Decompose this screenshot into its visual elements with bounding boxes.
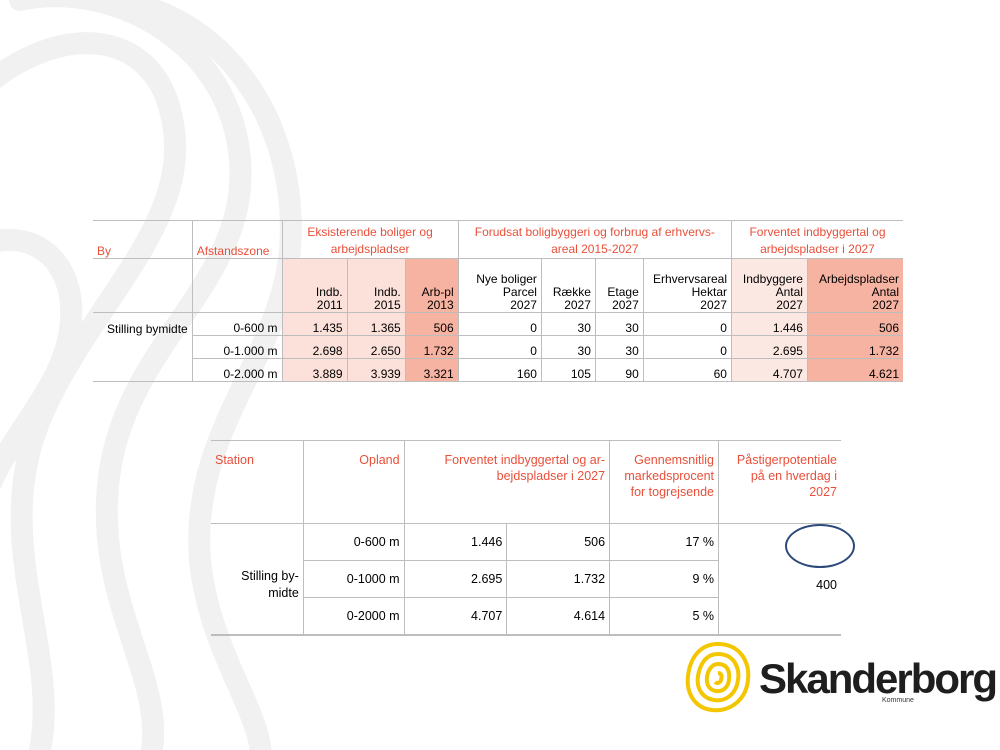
potential-cell: 400 xyxy=(718,523,856,635)
table-row: 0-1000 m 2.695 1.732 9 % xyxy=(211,560,841,598)
potential-value: 400 xyxy=(816,578,837,592)
logo-subtitle: Kommune xyxy=(882,697,914,704)
header-planned: Forudsat boligbyggeri og forbrug af erhv… xyxy=(458,220,732,259)
header-expected: Forventet indbyggertal og arbejdspladser… xyxy=(731,220,903,259)
header-opland: Opland xyxy=(302,440,405,524)
header-by: By xyxy=(93,220,193,259)
header-forventet: Forventet indbyggertal og ar-bejdspladse… xyxy=(403,440,611,524)
header-station: Station xyxy=(211,440,304,524)
table-row: 0-1.000 m 2.698 2.650 1.732 0 30 30 0 2.… xyxy=(93,335,903,359)
skanderborg-logo-icon xyxy=(685,641,751,713)
logo-wordmark: Skanderborg xyxy=(759,655,998,702)
header-arbpl-2013: Arb-pl 2013 xyxy=(405,258,459,313)
header-etage: Etage 2027 xyxy=(595,258,644,313)
table-row: 0-2.000 m 3.889 3.939 3.321 160 105 90 6… xyxy=(93,358,903,382)
header-arbejdspladser: Arbejdspladser Antal 2027 xyxy=(807,258,903,313)
table-row: Stilling bymidte 0-600 m 1.435 1.365 506… xyxy=(93,312,903,336)
header-indb-2015: Indb. 2015 xyxy=(347,258,406,313)
header-existing: Eksisterende boliger og arbejdspladser xyxy=(282,220,459,259)
header-erhvervsareal: Erhvervsareal Hektar 2027 xyxy=(643,258,732,313)
development-table: By Afstandszone Eksisterende boliger og … xyxy=(93,220,903,382)
header-afstandszone: Afstandszone xyxy=(192,220,283,259)
station-potential-table: Station Opland Forventet indbyggertal og… xyxy=(211,440,856,636)
table-row: 0-2000 m 4.707 4.614 5 % xyxy=(211,597,841,635)
header-indbyggere: Indbyggere Antal 2027 xyxy=(731,258,808,313)
highlight-circle xyxy=(785,524,856,568)
header-raekke: Række 2027 xyxy=(541,258,596,313)
station-name: Stilling by-midte xyxy=(211,523,304,635)
table-row: Stilling by-midte 0-600 m 1.446 506 17 %… xyxy=(211,523,856,635)
header-parcel: Nye boliger Parcel 2027 xyxy=(458,258,542,313)
header-potentiale: Påstigerpotentiale på en hverdag i 2027 xyxy=(718,440,841,524)
city-name: Stilling bymidte xyxy=(93,312,193,336)
header-markedsprocent: Gennemsnitlig markedsprocent for togrejsen… xyxy=(609,440,720,524)
header-indb-2011: Indb. 2011 xyxy=(282,258,348,313)
